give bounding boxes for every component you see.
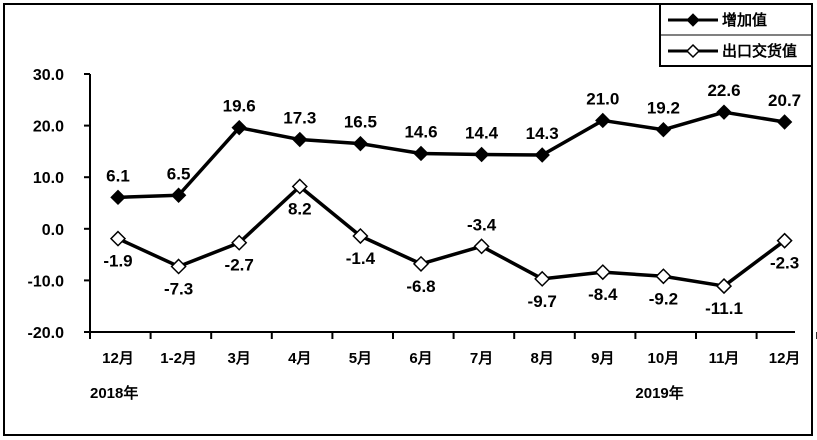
x-axis-ticks: 12月 1-2月 3月 4月 5月 6月 7月 8月 9月 10月 11月 12月 <box>89 332 817 367</box>
chart-border <box>3 3 813 436</box>
data-label-series-2: -2.7 <box>225 256 254 275</box>
legend-label-series-1: 增加值 <box>722 11 767 29</box>
y-axis-ticks: 30.0 20.0 10.0 0.0 -10.0 -20.0 <box>28 67 90 342</box>
data-label-series-1: 22.6 <box>707 81 740 100</box>
data-point-series-2 <box>594 264 611 281</box>
data-label-series-1: 20.7 <box>768 91 801 110</box>
data-point-series-1 <box>716 104 732 120</box>
series-line-1 <box>117 110 785 200</box>
data-point-series-2 <box>534 270 551 287</box>
series-lines <box>117 110 786 288</box>
data-point-series-1 <box>413 145 429 162</box>
data-point-series-2 <box>109 230 127 247</box>
data-label-series-1: 19.6 <box>223 97 256 116</box>
data-point-series-1 <box>776 114 793 130</box>
data-label-series-1: 14.4 <box>465 123 499 142</box>
data-point-series-2 <box>352 227 369 245</box>
y-tick-label: -10.0 <box>28 273 65 290</box>
data-point-series-1 <box>655 122 672 138</box>
data-point-series-2 <box>231 234 248 251</box>
data-point-series-2 <box>170 258 187 275</box>
data-label-series-1: 6.1 <box>106 166 130 185</box>
data-point-series-1 <box>292 131 308 148</box>
data-point-series-2 <box>776 232 793 249</box>
year-labels: 2018年 2019年 <box>90 384 684 402</box>
data-label-series-1: 19.2 <box>647 99 680 118</box>
legend-label-series-2: 出口交货值 <box>722 42 797 60</box>
data-label-series-1: 6.5 <box>167 164 191 183</box>
data-point-series-1 <box>595 112 611 129</box>
year-label: 2019年 <box>635 384 683 402</box>
x-tick-label: 11月 <box>709 350 740 367</box>
data-label-series-1: 14.6 <box>404 122 437 141</box>
y-tick-label: -20.0 <box>28 325 65 342</box>
data-labels: 6.1 6.5 19.6 17.3 16.5 14.6 14.4 14.3 21.0 19.2 22… <box>103 81 801 318</box>
legend-marker-series-1 <box>686 13 700 27</box>
data-label-series-2: -8.4 <box>588 285 618 304</box>
data-label-series-1: 16.5 <box>344 113 377 132</box>
data-label-series-2: -1.4 <box>346 249 376 268</box>
x-tick-label: 8月 <box>531 350 554 367</box>
data-label-series-1: 21.0 <box>586 89 619 108</box>
data-label-series-2: -6.8 <box>406 277 435 296</box>
data-point-series-1 <box>170 187 187 203</box>
data-label-series-2: -11.1 <box>705 299 743 318</box>
x-tick-label: 9月 <box>591 350 614 367</box>
x-tick-label: 3月 <box>228 350 251 367</box>
data-point-series-2 <box>291 178 308 195</box>
series-line-2 <box>117 184 786 288</box>
data-label-series-2: -7.3 <box>164 279 193 298</box>
x-tick-label: 4月 <box>288 350 311 367</box>
legend: 增加值 出口交货值 <box>659 3 813 67</box>
data-label-series-2: 8.2 <box>288 199 312 218</box>
data-label-series-2: -3.4 <box>467 215 497 234</box>
data-point-series-1 <box>231 119 247 136</box>
data-label-series-2: -9.2 <box>649 289 678 308</box>
data-point-series-1 <box>473 146 490 163</box>
y-tick-label: 0.0 <box>42 222 64 239</box>
data-label-series-1: 14.3 <box>526 124 559 143</box>
data-label-series-2: -9.7 <box>528 292 557 311</box>
data-point-series-2 <box>655 268 672 285</box>
x-tick-label: 10月 <box>648 350 680 367</box>
data-point-series-2 <box>473 238 490 255</box>
y-tick-label: 10.0 <box>33 170 64 187</box>
y-tick-label: 20.0 <box>33 119 64 136</box>
x-tick-label: 12月 <box>102 350 134 367</box>
x-tick-label: 5月 <box>349 350 372 367</box>
x-tick-label: 1-2月 <box>160 350 197 367</box>
series-markers <box>109 104 793 295</box>
data-point-series-1 <box>534 147 550 163</box>
x-tick-label: 7月 <box>470 350 493 367</box>
data-label-series-2: -2.3 <box>770 254 799 273</box>
data-point-series-2 <box>715 278 733 295</box>
x-tick-label: 6月 <box>409 350 432 367</box>
data-label-series-2: -1.9 <box>103 252 132 271</box>
data-label-series-1: 17.3 <box>283 109 316 128</box>
y-tick-label: 30.0 <box>33 67 64 84</box>
data-point-series-2 <box>412 255 430 272</box>
x-tick-label: 12月 <box>769 350 801 367</box>
legend-marker-series-2 <box>685 43 701 59</box>
data-point-series-1 <box>352 135 369 152</box>
data-point-series-1 <box>110 189 126 206</box>
year-label: 2018年 <box>90 384 138 402</box>
